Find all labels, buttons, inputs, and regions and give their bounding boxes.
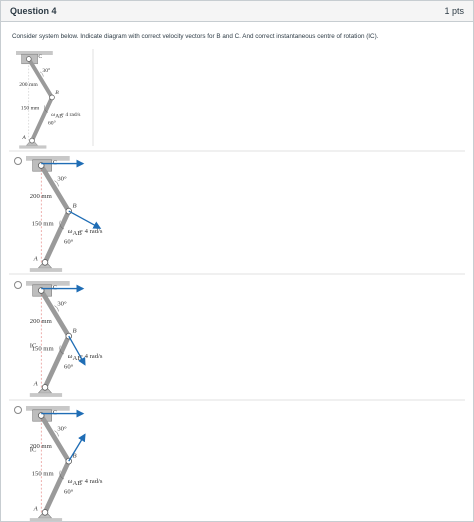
rail [26,156,70,161]
pin-a [29,137,35,144]
label-omega-value: = 4 rad/s [79,353,103,360]
label-length-bottom: 150 mm [32,345,55,352]
pin-b [65,207,72,215]
rail [16,51,53,55]
pin-a [41,509,49,516]
label-omega-sub: AB [55,113,63,119]
label-length-top: 200 mm [30,193,53,200]
pin-a [41,259,49,266]
label-omega-sub: AB [73,480,83,487]
label-c: C [38,54,42,60]
label-a: A [33,506,39,513]
label-b: B [73,327,77,334]
label-length-bottom: 150 mm [21,105,40,111]
link-cb [38,288,72,339]
label-angle-top: 30° [42,67,50,74]
pin-b [49,94,55,101]
pin-a [41,384,49,391]
label-a: A [33,381,39,388]
link-cb [26,57,55,100]
velocity-vector [68,433,86,462]
pin-b [65,457,72,465]
label-omega-sub: AB [73,355,83,362]
label-omega-value: = 4 rad/s [79,228,103,235]
angle-arc [54,305,59,312]
label-omega: ω [68,228,73,235]
ground [29,393,63,397]
label-omega: ω [68,478,73,485]
label-ic: IC [30,343,37,350]
label-length-top: 200 mm [30,318,53,325]
label-omega-sub: AB [73,230,83,237]
rail [26,406,70,411]
radio-option-2[interactable] [14,281,22,289]
velocity-vector [68,335,86,366]
ground [29,518,63,521]
angle-arc [54,180,59,187]
label-length-top: 200 mm [19,82,38,88]
link-ba [42,458,72,515]
question-text: Consider system below. Indicate diagram … [12,33,379,40]
label-angle-top: 30° [57,176,67,183]
label-angle-bottom: 60° [48,120,56,127]
omega-arc [59,345,65,355]
angle-arc [54,430,59,437]
label-a: A [21,135,26,141]
label-angle-bottom: 60° [64,488,74,495]
label-length-top: 200 mm [30,443,53,450]
label-a: A [33,256,39,263]
radio-option-3[interactable] [14,406,22,414]
link-ba [42,333,72,390]
question-title: Question 4 [10,6,57,16]
label-length-bottom: 150 mm [32,220,55,227]
ground [19,145,47,149]
label-b: B [73,452,77,459]
label-omega-value: = 4 rad/s [79,478,103,485]
label-b: B [73,202,77,209]
question-points: 1 pts [444,6,464,16]
pin-c [26,56,32,62]
velocity-vector [68,210,102,229]
label-angle-bottom: 60° [64,363,74,370]
label-length-bottom: 150 mm [32,470,55,477]
label-omega: ω [51,112,55,118]
link-ba [30,95,55,143]
omega-arc [44,105,49,113]
label-ic: IC [30,447,37,454]
link-cb [38,413,72,464]
label-omega: ω [68,353,73,360]
link-cb [38,163,72,214]
link-ba [42,208,72,265]
question-header: Question 4 1 pts [1,1,473,22]
label-angle-top: 30° [57,426,67,433]
label-b: B [55,90,59,96]
label-angle-top: 30° [57,301,67,308]
omega-arc [59,220,65,230]
ground [29,268,63,272]
omega-arc [59,470,65,480]
angle-arc [39,71,44,77]
label-angle-bottom: 60° [64,238,74,245]
rail [26,281,70,286]
label-omega-value: = 4 rad/s [61,112,81,118]
radio-option-1[interactable] [14,157,22,165]
